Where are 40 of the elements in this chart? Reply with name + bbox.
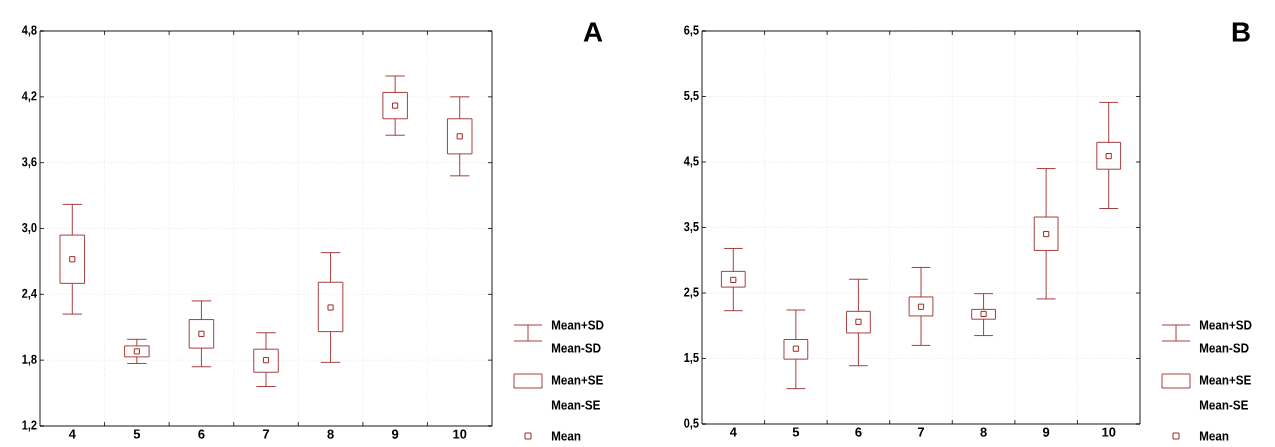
text: Mean+SE xyxy=(1199,375,1251,385)
text: Mean+SD xyxy=(551,320,604,330)
x-tick-label: 9 xyxy=(392,429,399,439)
text: B xyxy=(1232,22,1250,42)
text: Mean-SE xyxy=(551,400,600,410)
text: Mean-SD xyxy=(551,343,601,353)
y-tick-label: 5,5 xyxy=(684,91,699,102)
y-tick-label: 4,5 xyxy=(683,156,699,168)
text: Mean+SD xyxy=(1199,320,1252,330)
x-tick-label: 6 xyxy=(855,427,862,437)
x-tick-label: 6 xyxy=(198,429,205,439)
y-tick-label: 1,2 xyxy=(22,420,37,432)
y-tick-label: 3,0 xyxy=(21,222,37,235)
x-tick-label: 10 xyxy=(1102,427,1116,437)
y-tick-label: 2,5 xyxy=(684,287,699,299)
x-tick-label: 8 xyxy=(327,429,334,439)
x-tick-label: 4 xyxy=(729,427,737,437)
x-tick-label: 5 xyxy=(133,429,141,439)
y-tick-label: 2,4 xyxy=(22,288,37,300)
x-tick-label: 4 xyxy=(68,429,76,439)
x-tick-label: 7 xyxy=(262,429,270,439)
x-tick-label: 7 xyxy=(917,427,925,437)
y-tick-label: 6,5 xyxy=(684,25,699,37)
x-tick-label: 5 xyxy=(792,427,800,437)
x-tick-label: 9 xyxy=(1043,427,1050,437)
y-tick-label: 4,2 xyxy=(21,91,37,103)
text: Mean-SE xyxy=(1199,400,1248,410)
text: Mean xyxy=(551,431,581,441)
y-tick-label: 3,5 xyxy=(683,221,699,234)
x-tick-label: 8 xyxy=(980,427,987,437)
text: Mean+SE xyxy=(551,375,603,385)
text: A xyxy=(583,22,603,42)
y-tick-label: 1,5 xyxy=(684,353,699,364)
y-tick-label: 4,8 xyxy=(21,25,37,37)
y-tick-label: 3,6 xyxy=(21,157,37,169)
x-tick-label: 10 xyxy=(453,429,467,439)
text: Mean-SD xyxy=(1199,343,1249,353)
text: Mean xyxy=(1199,431,1229,441)
y-tick-label: 1,8 xyxy=(22,354,37,366)
y-tick-label: 0,5 xyxy=(684,418,699,430)
